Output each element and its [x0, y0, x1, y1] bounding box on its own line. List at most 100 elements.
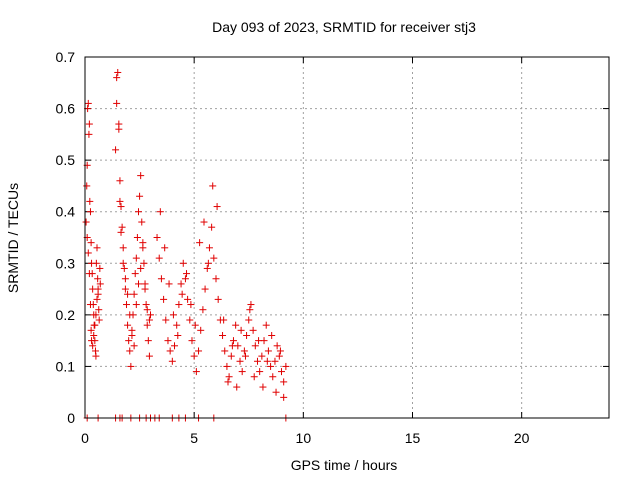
data-point: [204, 259, 212, 267]
data-point: [196, 239, 204, 247]
data-point: [116, 197, 124, 205]
x-tick-label: 15: [405, 430, 421, 446]
data-point: [161, 244, 169, 252]
data-point: [273, 342, 281, 350]
data-point: [258, 352, 266, 360]
data-point: [259, 383, 267, 391]
data-point: [91, 321, 99, 329]
data-point: [197, 326, 205, 334]
data-point: [130, 290, 138, 298]
data-point: [139, 244, 147, 252]
data-point: [219, 331, 227, 339]
data-point: [236, 357, 244, 365]
data-point: [192, 368, 200, 376]
data-point: [96, 280, 104, 288]
data-point: [162, 316, 170, 324]
data-point: [183, 270, 191, 278]
data-point: [113, 99, 121, 107]
data-point: [92, 311, 100, 319]
data-point: [92, 352, 100, 360]
y-tick-label: 0.2: [56, 307, 76, 323]
data-point: [256, 368, 264, 376]
data-point: [220, 316, 228, 324]
data-point: [84, 249, 92, 257]
data-point: [271, 357, 279, 365]
x-tick-label: 10: [296, 430, 312, 446]
data-point: [155, 254, 163, 262]
data-point: [147, 311, 154, 319]
data-point: [85, 270, 93, 278]
data-point: [94, 275, 102, 283]
grid-lines: [85, 57, 609, 418]
data-point: [243, 331, 251, 339]
data-point: [280, 378, 288, 386]
data-point: [221, 347, 229, 355]
data-point: [229, 337, 237, 345]
data-point: [95, 306, 103, 314]
data-point: [138, 218, 146, 226]
data-point: [191, 321, 199, 329]
data-point: [228, 342, 236, 350]
data-point: [246, 306, 254, 314]
data-point: [186, 316, 194, 324]
data-point: [179, 259, 187, 267]
data-point: [87, 239, 95, 247]
data-point: [141, 285, 149, 293]
data-point: [262, 321, 270, 329]
data-point: [142, 301, 150, 309]
data-point: [177, 280, 185, 288]
data-point: [124, 321, 132, 329]
data-point: [247, 301, 255, 309]
data-point: [245, 316, 253, 324]
data-point: [145, 352, 153, 360]
data-point: [82, 218, 90, 226]
x-axis-label: GPS time / hours: [291, 457, 398, 473]
data-point: [115, 125, 123, 133]
data-point: [120, 264, 128, 272]
data-point: [128, 326, 136, 334]
y-tick-label: 0: [67, 410, 75, 426]
x-tick-label: 5: [190, 430, 198, 446]
data-point: [181, 275, 189, 283]
data-point: [117, 203, 125, 211]
data-point: [85, 120, 93, 128]
y-tick-label: 0.6: [56, 101, 76, 117]
data-point: [210, 254, 218, 262]
data-point: [224, 378, 232, 386]
data-point: [276, 347, 284, 355]
data-point: [205, 244, 213, 252]
data-point: [169, 311, 177, 319]
data-point: [145, 316, 153, 324]
data-point: [96, 264, 104, 272]
y-tick-label: 0.4: [56, 204, 76, 220]
data-point: [119, 259, 127, 267]
data-point: [85, 130, 93, 138]
data-point: [113, 74, 121, 82]
data-points: [82, 68, 290, 422]
data-point: [124, 290, 132, 298]
data-point: [208, 223, 216, 231]
data-point: [212, 275, 220, 283]
data-point: [156, 208, 164, 216]
y-tick-label: 0.1: [56, 358, 76, 374]
axis-ticks: 0 0.1 0.2 0.3 0.4 0.5 0.6 0.7 0 5 10 15 20: [56, 49, 609, 446]
data-point: [90, 331, 98, 339]
data-point: [121, 285, 129, 293]
data-point: [114, 68, 122, 76]
data-point: [117, 228, 125, 236]
data-point: [178, 290, 186, 298]
data-point: [86, 301, 94, 309]
data-point: [132, 254, 140, 262]
y-axis-label: SRMTID / TECUs: [5, 183, 21, 293]
data-point: [86, 197, 94, 205]
data-point: [95, 316, 103, 324]
data-point: [272, 388, 280, 396]
data-point: [278, 368, 285, 376]
data-point: [126, 311, 134, 319]
data-point: [187, 301, 195, 309]
data-point: [116, 177, 124, 185]
data-point: [144, 337, 152, 345]
data-point: [241, 352, 249, 360]
y-tick-label: 0.7: [56, 49, 76, 65]
